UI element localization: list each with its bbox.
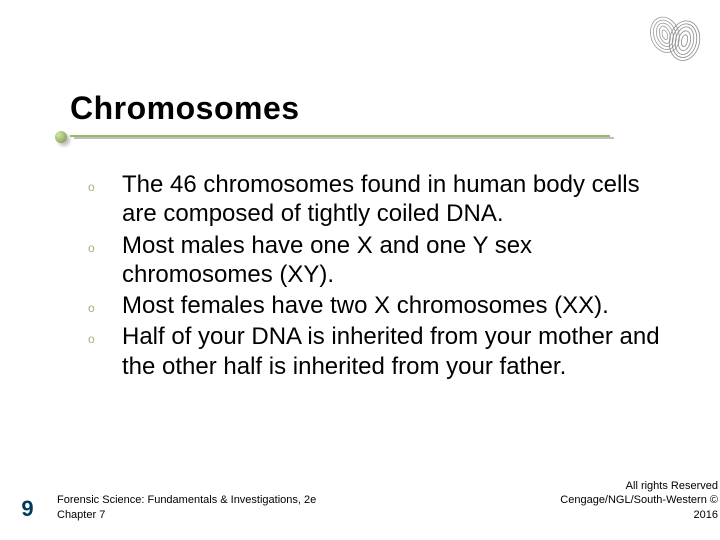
- footer-source-line2: Chapter 7: [57, 508, 540, 522]
- list-item: Most males have one X and one Y sex chro…: [88, 231, 660, 290]
- footer-rights: All rights Reserved Cengage/NGL/South-We…: [540, 479, 720, 522]
- title-underline: [70, 133, 630, 143]
- slide-number: 9: [0, 496, 55, 522]
- fingerprint-decoration: [632, 10, 710, 73]
- slide: Chromosomes The 46 chromosomes found in …: [0, 0, 720, 540]
- footer-source: Forensic Science: Fundamentals & Investi…: [55, 493, 540, 522]
- slide-title: Chromosomes: [70, 90, 630, 127]
- footer-rights-line1: All rights Reserved: [540, 479, 718, 493]
- title-group: Chromosomes: [70, 90, 630, 143]
- content-area: The 46 chromosomes found in human body c…: [88, 170, 660, 383]
- list-item: The 46 chromosomes found in human body c…: [88, 170, 660, 229]
- footer-source-line1: Forensic Science: Fundamentals & Investi…: [57, 493, 540, 507]
- accent-ball-icon: [55, 131, 67, 143]
- bullet-list: The 46 chromosomes found in human body c…: [88, 170, 660, 381]
- list-item: Most females have two X chromosomes (XX)…: [88, 291, 660, 320]
- footer-rights-line2: Cengage/NGL/South-Western © 2016: [540, 493, 718, 522]
- list-item: Half of your DNA is inherited from your …: [88, 322, 660, 381]
- footer: 9 Forensic Science: Fundamentals & Inves…: [0, 479, 720, 522]
